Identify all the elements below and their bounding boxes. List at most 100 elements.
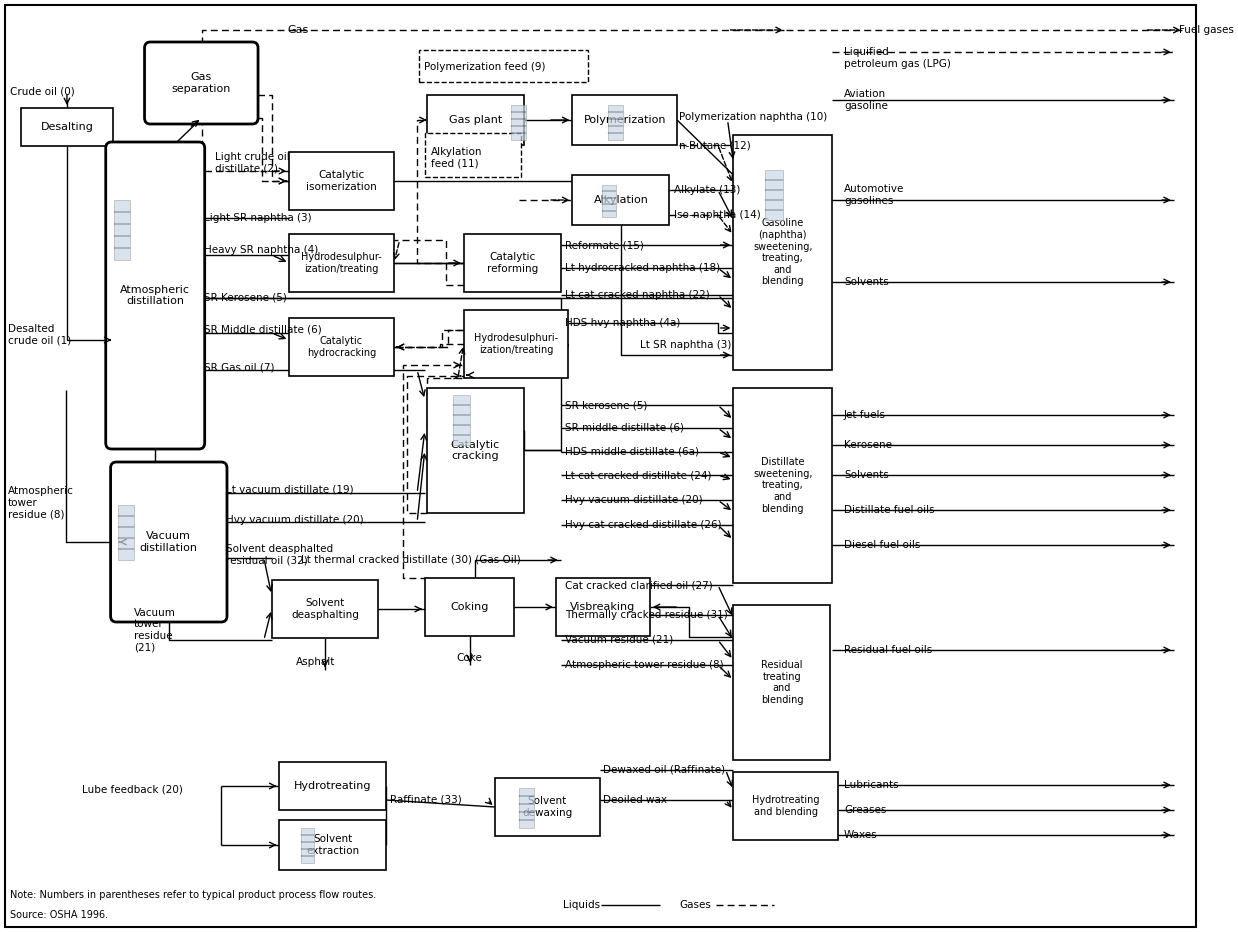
Text: Lubricants: Lubricants	[844, 780, 899, 790]
Text: Coking: Coking	[451, 602, 489, 612]
Text: Fuel gases: Fuel gases	[1179, 25, 1233, 35]
Text: Lt vacuum distillate (19): Lt vacuum distillate (19)	[227, 485, 354, 495]
Text: SR middle distillate (6): SR middle distillate (6)	[565, 423, 683, 433]
Text: Waxes: Waxes	[844, 830, 878, 840]
Text: Alkylation: Alkylation	[593, 195, 649, 205]
Text: Hvy vacuum distillate (20): Hvy vacuum distillate (20)	[227, 515, 364, 525]
Text: Hvy cat cracked distillate (26): Hvy cat cracked distillate (26)	[565, 520, 722, 530]
Text: Solvent
extraction: Solvent extraction	[306, 834, 359, 856]
Text: Residual fuel oils: Residual fuel oils	[844, 645, 932, 655]
Text: Diesel fuel oils: Diesel fuel oils	[844, 540, 920, 550]
FancyBboxPatch shape	[145, 42, 258, 124]
Text: Polymerization naphtha (10): Polymerization naphtha (10)	[680, 112, 827, 122]
Text: Deoiled wax: Deoiled wax	[603, 795, 667, 805]
Bar	[572, 175, 670, 225]
Bar	[556, 578, 650, 636]
Text: Lt cat cracked naphtha (22): Lt cat cracked naphtha (22)	[565, 290, 709, 300]
Text: Heavy SR naphtha (4): Heavy SR naphtha (4)	[204, 245, 318, 255]
Text: Lube feedback (20): Lube feedback (20)	[83, 785, 183, 795]
Text: Cat cracked clarified oil (27): Cat cracked clarified oil (27)	[565, 580, 712, 590]
Bar	[290, 318, 394, 376]
Text: Liquids: Liquids	[562, 900, 599, 910]
Text: Vacuum
tower
residue
(21): Vacuum tower residue (21)	[134, 608, 176, 652]
Text: Source: OSHA 1996.: Source: OSHA 1996.	[10, 910, 108, 920]
Text: Desalted
crude oil (1): Desalted crude oil (1)	[7, 324, 71, 346]
Text: HDS middle distillate (6a): HDS middle distillate (6a)	[565, 447, 698, 457]
Text: Atmospheric tower residue (8): Atmospheric tower residue (8)	[565, 660, 723, 670]
Text: Coke: Coke	[457, 653, 483, 663]
Bar	[21, 108, 114, 146]
Text: Light crude oil
distillate (2): Light crude oil distillate (2)	[215, 152, 290, 173]
Text: Iso-naphtha (14): Iso-naphtha (14)	[675, 210, 761, 220]
Text: Automotive
gasolines: Automotive gasolines	[844, 185, 904, 206]
Text: Hvy vacuum distillate (20): Hvy vacuum distillate (20)	[565, 495, 702, 505]
Bar	[519, 788, 534, 828]
Text: Solvents: Solvents	[844, 277, 889, 287]
Text: Distillate fuel oils: Distillate fuel oils	[844, 505, 935, 515]
FancyBboxPatch shape	[420, 50, 588, 82]
Bar	[280, 820, 386, 870]
Bar	[733, 605, 831, 760]
Text: Light SR naphtha (3): Light SR naphtha (3)	[204, 213, 311, 223]
Text: Jet fuels: Jet fuels	[844, 410, 886, 420]
Text: Aviation
gasoline: Aviation gasoline	[844, 89, 888, 111]
Text: Atmospheric
tower
residue (8): Atmospheric tower residue (8)	[7, 487, 73, 520]
Text: Reformate (15): Reformate (15)	[565, 240, 644, 250]
FancyBboxPatch shape	[110, 462, 227, 622]
Text: Kerosene: Kerosene	[844, 440, 891, 450]
Text: Hydrotreating: Hydrotreating	[293, 781, 371, 791]
Text: Hydrotreating
and blending: Hydrotreating and blending	[751, 795, 820, 816]
Bar	[280, 762, 386, 810]
Bar	[114, 200, 130, 260]
Bar	[608, 105, 623, 140]
Bar	[572, 95, 677, 145]
Text: Solvent
deasphalting: Solvent deasphalting	[291, 598, 359, 620]
Text: HDS hvy naphtha (4a): HDS hvy naphtha (4a)	[565, 318, 680, 328]
Bar	[765, 170, 782, 220]
Text: Raffinate (33): Raffinate (33)	[390, 795, 462, 805]
Bar	[603, 185, 617, 217]
Bar	[271, 580, 379, 638]
Bar	[733, 772, 838, 840]
Text: Atmospheric
distillation: Atmospheric distillation	[120, 284, 191, 307]
Text: Crude oil (0): Crude oil (0)	[10, 87, 74, 97]
Text: Thermally cracked residue (31): Thermally cracked residue (31)	[565, 610, 728, 620]
Text: SR kerosene (5): SR kerosene (5)	[565, 400, 647, 410]
FancyBboxPatch shape	[425, 133, 521, 177]
Bar	[511, 105, 526, 140]
Text: Gas plant: Gas plant	[448, 115, 501, 125]
Bar	[453, 395, 470, 445]
Text: Dewaxed oil (Raffinate): Dewaxed oil (Raffinate)	[603, 765, 725, 775]
Text: Gas
separation: Gas separation	[172, 72, 232, 94]
Text: Visbreaking: Visbreaking	[571, 602, 635, 612]
Bar	[427, 388, 524, 513]
Text: Distillate
sweetening,
treating,
and
blending: Distillate sweetening, treating, and ble…	[753, 458, 812, 514]
FancyBboxPatch shape	[105, 142, 204, 449]
Text: Desalting: Desalting	[41, 122, 94, 132]
Text: Polymerization: Polymerization	[583, 115, 666, 125]
Text: Lt thermal cracked distillate (30) (Gas Oil): Lt thermal cracked distillate (30) (Gas …	[301, 555, 520, 565]
Bar	[733, 388, 832, 583]
Text: SR Kerosene (5): SR Kerosene (5)	[204, 293, 286, 303]
Text: Greases: Greases	[844, 805, 886, 815]
Text: Catalytic
cracking: Catalytic cracking	[451, 440, 500, 461]
Text: Liquified
petroleum gas (LPG): Liquified petroleum gas (LPG)	[844, 48, 951, 69]
Bar	[119, 505, 134, 560]
Bar	[290, 152, 394, 210]
Text: Lt cat cracked distillate (24): Lt cat cracked distillate (24)	[565, 470, 711, 480]
Text: Catalytic
isomerization: Catalytic isomerization	[306, 171, 376, 192]
Text: Alkylate (13): Alkylate (13)	[675, 185, 740, 195]
Bar	[464, 310, 568, 378]
Text: Solvent deasphalted
residual oil (32): Solvent deasphalted residual oil (32)	[227, 544, 333, 566]
Text: Lt hydrocracked naphtha (18): Lt hydrocracked naphtha (18)	[565, 263, 719, 273]
Bar	[425, 578, 514, 636]
Text: Gas: Gas	[287, 25, 308, 35]
Text: SR Middle distillate (6): SR Middle distillate (6)	[204, 325, 322, 335]
Text: Catalytic
reforming: Catalytic reforming	[487, 253, 537, 274]
Bar	[464, 234, 561, 292]
Text: Residual
treating
and
blending: Residual treating and blending	[760, 660, 803, 705]
Bar	[290, 234, 394, 292]
Bar	[733, 135, 832, 370]
Bar	[301, 828, 314, 863]
Text: SR Gas oil (7): SR Gas oil (7)	[204, 363, 274, 373]
